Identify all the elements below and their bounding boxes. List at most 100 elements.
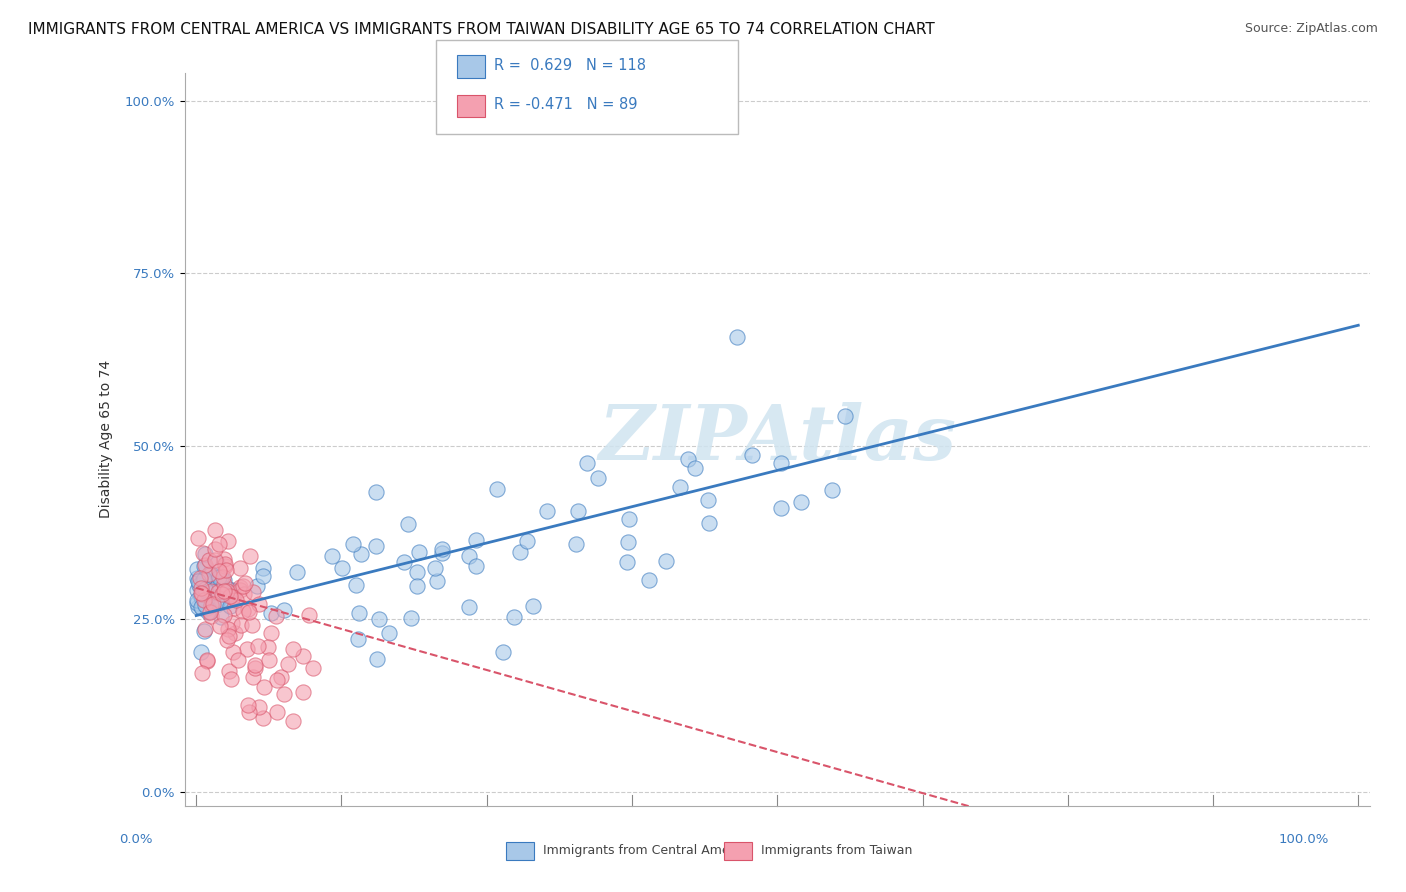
Point (204, 542, 226, 557)
Point (669, 480, 692, 494)
Point (347, 606, 370, 620)
Point (741, 448, 763, 462)
Point (221, 590, 243, 604)
Point (243, 661, 266, 675)
Point (212, 584, 235, 599)
Text: R = -0.471   N = 89: R = -0.471 N = 89 (494, 97, 637, 112)
Point (522, 599, 544, 613)
Point (834, 409, 856, 424)
Point (377, 625, 399, 640)
Point (247, 700, 270, 714)
Point (186, 582, 208, 597)
Point (273, 687, 295, 701)
Point (190, 665, 212, 680)
Point (190, 599, 212, 614)
Point (637, 573, 659, 587)
Point (229, 583, 252, 598)
Point (193, 558, 215, 573)
Point (247, 597, 270, 611)
Point (256, 640, 278, 654)
Point (215, 632, 238, 647)
Point (200, 609, 222, 624)
Point (191, 601, 214, 615)
Point (486, 482, 509, 496)
Point (232, 604, 254, 618)
Point (725, 330, 748, 344)
Point (187, 574, 209, 588)
Point (465, 559, 488, 574)
Text: 100.0%: 100.0% (1278, 833, 1329, 846)
Text: R =  0.629   N = 118: R = 0.629 N = 118 (494, 58, 645, 72)
Point (214, 558, 236, 573)
Point (240, 617, 263, 632)
Point (224, 601, 246, 615)
Point (208, 570, 231, 584)
Point (201, 575, 224, 590)
Point (253, 680, 276, 694)
Point (232, 587, 254, 601)
Point (617, 511, 640, 525)
Point (205, 583, 228, 598)
Point (200, 567, 222, 582)
Point (406, 565, 429, 579)
Point (423, 561, 446, 575)
Point (194, 599, 217, 614)
Point (209, 570, 232, 584)
Point (214, 591, 236, 605)
Point (194, 558, 217, 573)
Point (188, 573, 211, 587)
Point (212, 574, 235, 588)
Point (202, 584, 225, 599)
Point (219, 599, 242, 613)
Text: IMMIGRANTS FROM CENTRAL AMERICA VS IMMIGRANTS FROM TAIWAN DISABILITY AGE 65 TO 7: IMMIGRANTS FROM CENTRAL AMERICA VS IMMIG… (28, 22, 935, 37)
Point (186, 570, 208, 584)
Point (685, 461, 707, 475)
Point (197, 605, 219, 619)
Point (195, 561, 218, 575)
Point (408, 545, 430, 559)
Point (200, 584, 222, 599)
Y-axis label: Disability Age 65 to 74: Disability Age 65 to 74 (100, 360, 114, 518)
Point (195, 583, 218, 598)
Point (215, 583, 238, 598)
Point (190, 577, 212, 591)
Point (191, 587, 214, 601)
Point (219, 590, 242, 604)
Point (342, 536, 364, 550)
Point (217, 623, 239, 637)
Point (465, 533, 488, 547)
Point (190, 581, 212, 595)
Point (229, 618, 252, 632)
Point (364, 539, 387, 553)
Point (201, 597, 224, 611)
Point (194, 548, 217, 562)
Point (457, 549, 479, 563)
Point (491, 645, 513, 659)
Point (193, 624, 215, 638)
Point (509, 545, 531, 559)
Point (204, 553, 226, 567)
Point (212, 576, 235, 591)
Point (243, 657, 266, 672)
Point (218, 629, 240, 643)
Point (191, 546, 214, 560)
Point (217, 588, 239, 602)
Point (215, 593, 238, 607)
Text: 0.0%: 0.0% (120, 833, 153, 846)
Point (616, 555, 638, 569)
Point (219, 673, 242, 687)
Point (205, 594, 228, 608)
Point (193, 572, 215, 586)
Point (247, 639, 270, 653)
Point (198, 567, 221, 582)
Point (259, 625, 281, 640)
Point (350, 547, 373, 561)
Point (195, 654, 218, 668)
Point (187, 599, 209, 614)
Point (212, 552, 235, 566)
Point (197, 552, 219, 566)
Point (257, 652, 280, 666)
Point (654, 554, 676, 568)
Point (214, 563, 236, 577)
Point (516, 533, 538, 548)
